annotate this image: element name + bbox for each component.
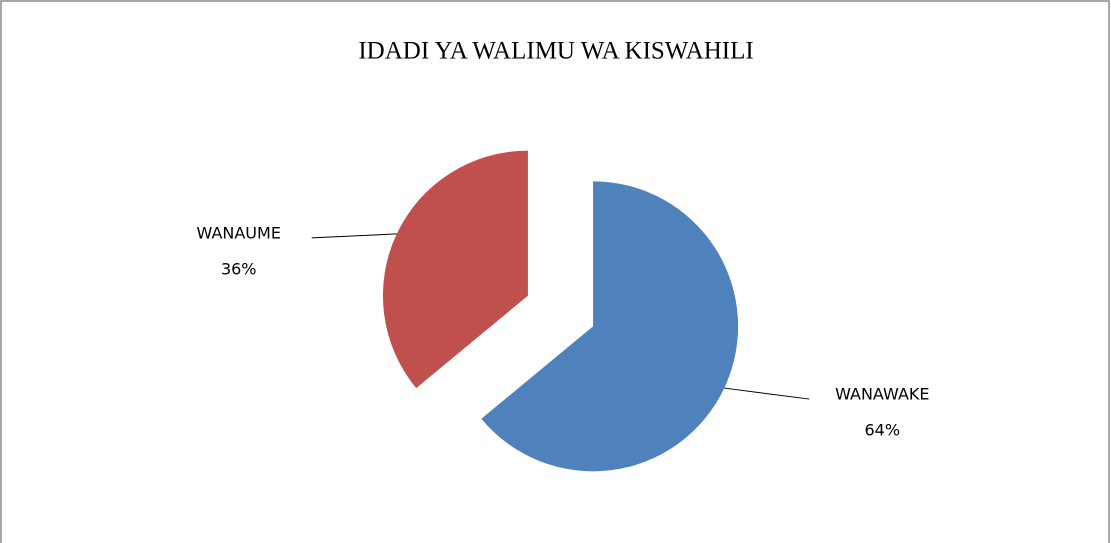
pie-slice [481, 181, 739, 472]
leader-line [311, 233, 397, 239]
chart-title: IDADI YA WALIMU WA KISWAHILI [358, 38, 753, 65]
slice-value-label: 36% [221, 259, 257, 278]
pie-slice [382, 150, 528, 389]
leader-line [724, 387, 810, 400]
slice-value-label: 64% [864, 421, 900, 440]
slice-label: WANAUME [197, 223, 281, 242]
slice-label: WANAWAKE [835, 385, 929, 404]
